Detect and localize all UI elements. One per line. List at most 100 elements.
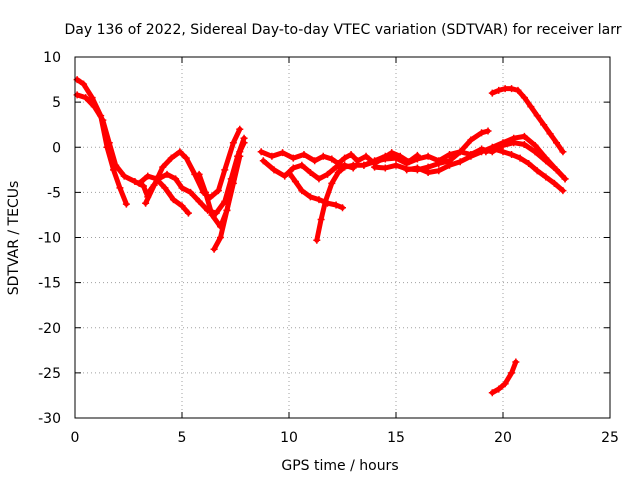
- data-series-group: [73, 76, 569, 397]
- data-point: [371, 163, 379, 171]
- data-point: [341, 154, 349, 162]
- data-point: [559, 187, 567, 195]
- data-point: [289, 154, 297, 162]
- grid-lines: [75, 57, 610, 418]
- data-point: [300, 150, 308, 158]
- series-sat-o: [482, 145, 567, 195]
- data-point: [139, 182, 147, 190]
- data-point: [110, 166, 118, 174]
- data-point: [484, 127, 492, 135]
- data-point: [90, 103, 98, 111]
- x-tick-label: 25: [601, 430, 619, 446]
- data-point: [362, 152, 370, 160]
- data-point: [508, 85, 516, 93]
- axis-ticks: [74, 56, 611, 419]
- data-point: [270, 166, 278, 174]
- data-point: [501, 85, 509, 93]
- data-point: [281, 172, 289, 180]
- data-point: [499, 139, 507, 147]
- y-tick-label: 10: [43, 50, 61, 66]
- data-point: [306, 193, 314, 201]
- data-point: [525, 159, 533, 167]
- data-point: [259, 157, 267, 165]
- data-point: [144, 172, 152, 180]
- data-point: [321, 197, 329, 205]
- data-point: [142, 199, 150, 207]
- data-point: [542, 173, 550, 181]
- x-axis-tick-labels: 0 5 10 15 20 25: [71, 430, 619, 446]
- data-point: [285, 169, 293, 177]
- data-point: [514, 86, 522, 94]
- data-point: [324, 170, 332, 178]
- data-point: [210, 245, 218, 253]
- data-point: [105, 139, 113, 147]
- data-point: [289, 164, 297, 172]
- data-point: [152, 175, 160, 183]
- data-point: [167, 154, 175, 162]
- x-tick-label: 15: [387, 430, 405, 446]
- data-point: [495, 86, 503, 94]
- series-sat-i: [259, 157, 357, 183]
- data-point: [488, 89, 496, 97]
- data-point: [533, 112, 541, 120]
- y-axis-tick-labels: -30 -25 -20 -15 -10 -5 0 5 10: [38, 50, 61, 427]
- data-point: [202, 188, 210, 196]
- x-tick-label: 20: [494, 430, 512, 446]
- data-point: [161, 184, 169, 192]
- data-point: [334, 169, 342, 177]
- data-point: [319, 152, 327, 160]
- data-point: [467, 152, 475, 160]
- data-point: [208, 211, 216, 219]
- data-point: [122, 200, 130, 208]
- x-tick-label: 5: [178, 430, 187, 446]
- data-point: [317, 215, 325, 223]
- data-point: [381, 152, 389, 160]
- data-point: [482, 148, 490, 156]
- data-point: [229, 139, 237, 147]
- data-point: [456, 158, 464, 166]
- data-point: [298, 161, 306, 169]
- data-point: [120, 172, 128, 180]
- y-tick-label: -15: [38, 276, 61, 292]
- data-point: [257, 148, 265, 156]
- data-point: [184, 209, 192, 217]
- data-point: [499, 148, 507, 156]
- data-point: [313, 236, 321, 244]
- data-point: [332, 163, 340, 171]
- data-point: [214, 187, 222, 195]
- data-point: [172, 175, 180, 183]
- data-point: [131, 178, 139, 186]
- data-point: [413, 164, 421, 172]
- series-sat-p: [488, 85, 567, 156]
- data-point: [328, 179, 336, 187]
- data-point: [332, 201, 340, 209]
- data-point: [182, 154, 190, 162]
- data-point: [328, 155, 336, 163]
- series-trace: [483, 146, 566, 194]
- data-point: [221, 166, 229, 174]
- data-point: [403, 166, 411, 174]
- data-point: [146, 187, 154, 195]
- y-tick-label: 5: [52, 95, 61, 111]
- data-point: [488, 389, 496, 397]
- y-tick-label: -10: [38, 231, 61, 247]
- data-point: [349, 161, 357, 169]
- data-point: [478, 129, 486, 137]
- data-point: [490, 145, 498, 153]
- data-point: [435, 167, 443, 175]
- data-point: [435, 159, 443, 167]
- data-point: [80, 80, 88, 88]
- data-point: [88, 94, 96, 102]
- data-point: [495, 385, 503, 393]
- data-point: [542, 154, 550, 162]
- data-point: [520, 94, 528, 102]
- data-point: [508, 369, 516, 377]
- data-point: [311, 157, 319, 165]
- y-tick-label: 0: [52, 140, 61, 156]
- data-point: [516, 154, 524, 162]
- data-point: [223, 206, 231, 214]
- data-point: [392, 154, 400, 162]
- data-point: [187, 188, 195, 196]
- data-point: [446, 150, 453, 158]
